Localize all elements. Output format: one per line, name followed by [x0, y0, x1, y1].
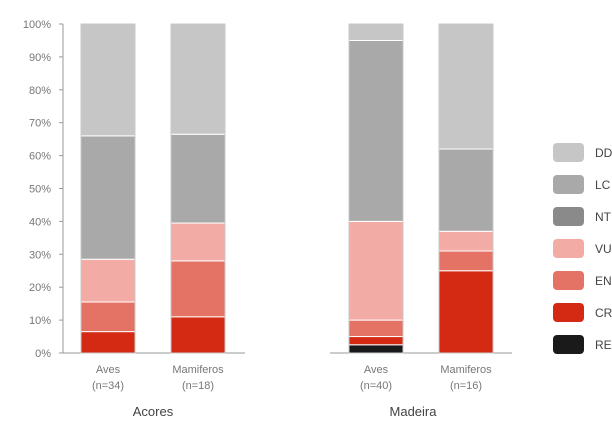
legend-label: CR [595, 306, 612, 320]
bar-segment-re [348, 344, 404, 354]
x-axis-labels: Aves (n=34) Mamiferos (n=18) Aves (n=40) Mamif… [92, 364, 492, 419]
legend-swatch-cr [553, 303, 584, 322]
bar-segment-lc [80, 135, 136, 260]
category-label: Mamiferos [440, 364, 492, 376]
group-label: Acores [133, 404, 174, 419]
legend-swatch-re [553, 335, 584, 354]
bar-segment-dd [170, 23, 226, 135]
bar-segment-dd [438, 23, 494, 150]
y-tick-label: 30% [29, 249, 51, 261]
bar-segment-vu [348, 220, 404, 321]
y-tick-label: 40% [29, 216, 51, 228]
category-count-label: (n=40) [360, 380, 392, 392]
y-tick-label: 70% [29, 118, 51, 130]
group-label: Madeira [390, 404, 438, 419]
bar-segment-en [348, 319, 404, 338]
legend-label: NT [595, 210, 612, 224]
legend-label: VU [595, 242, 612, 256]
bar-segment-lc [170, 133, 226, 224]
bar-outline [80, 23, 136, 354]
y-tick-label: 100% [23, 19, 51, 31]
y-tick-label: 80% [29, 85, 51, 97]
bar-segment-lc [348, 39, 404, 222]
category-label: Mamiferos [172, 364, 224, 376]
bar-segment-cr [348, 336, 404, 346]
bar-segment-dd [80, 23, 136, 137]
legend-label: RE [595, 338, 612, 352]
bar-segment-vu [170, 222, 226, 262]
legend-swatch-vu [553, 239, 584, 258]
bar-outline [348, 23, 404, 354]
legend-swatch-dd [553, 143, 584, 162]
y-tick-label: 90% [29, 52, 51, 64]
bar-segment-cr [170, 316, 226, 354]
bar-segment-en [438, 250, 494, 272]
y-tick-label: 10% [29, 315, 51, 327]
y-tick-label: 20% [29, 282, 51, 294]
category-count-label: (n=16) [450, 380, 482, 392]
bar-segment-cr [438, 270, 494, 354]
bar-segment-cr [80, 331, 136, 354]
legend-swatch-en [553, 271, 584, 290]
bar-segment-dd [348, 23, 404, 41]
y-tick-label: 50% [29, 184, 51, 196]
legend-swatch-lc [553, 175, 584, 194]
legend-label: LC [595, 178, 611, 192]
bar-outline [170, 23, 226, 354]
bar-segment-vu [80, 258, 136, 303]
legend-label: DD [595, 146, 612, 160]
legend: DD LC NT VU EN CR RE [553, 143, 612, 354]
legend-swatch-nt [553, 207, 584, 226]
bar-segment-lc [438, 148, 494, 232]
category-label: Aves [96, 364, 121, 376]
bar-segment-vu [438, 230, 494, 252]
category-count-label: (n=18) [182, 380, 214, 392]
bar-segment-en [80, 301, 136, 333]
y-tick-label: 0% [35, 348, 51, 360]
bar-outline [438, 23, 494, 354]
bars [80, 23, 494, 354]
category-count-label: (n=34) [92, 380, 124, 392]
y-tick-label: 60% [29, 151, 51, 163]
bar-segment-en [170, 260, 226, 318]
category-label: Aves [364, 364, 389, 376]
legend-label: EN [595, 274, 612, 288]
